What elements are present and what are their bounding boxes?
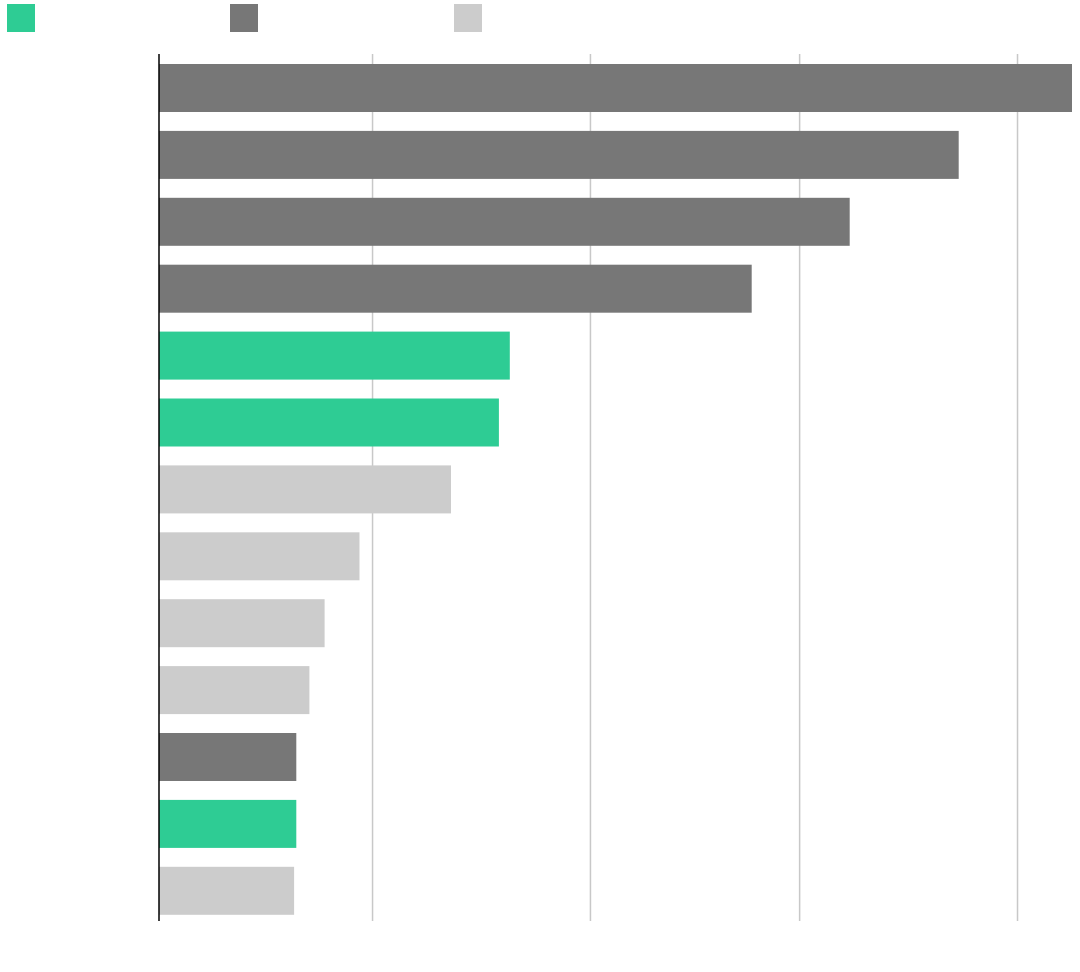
legend-swatch-3 — [454, 4, 482, 32]
bar-4 — [159, 264, 752, 313]
bar-13 — [159, 866, 295, 915]
gridlines — [371, 54, 1019, 921]
bar-6 — [159, 398, 499, 447]
bar-8 — [159, 532, 360, 581]
legend-swatch-1 — [7, 4, 35, 32]
bar-2 — [159, 130, 959, 179]
bar-5 — [159, 331, 510, 380]
bar-1 — [159, 64, 1072, 112]
bars — [159, 64, 1072, 915]
bar-10 — [159, 666, 310, 715]
legend-swatch-2 — [230, 4, 258, 32]
bar-7 — [159, 465, 451, 514]
legend — [7, 4, 482, 32]
bar-12 — [159, 799, 297, 848]
bar-11 — [159, 733, 297, 781]
bar-9 — [159, 599, 325, 648]
bar-3 — [159, 197, 850, 246]
